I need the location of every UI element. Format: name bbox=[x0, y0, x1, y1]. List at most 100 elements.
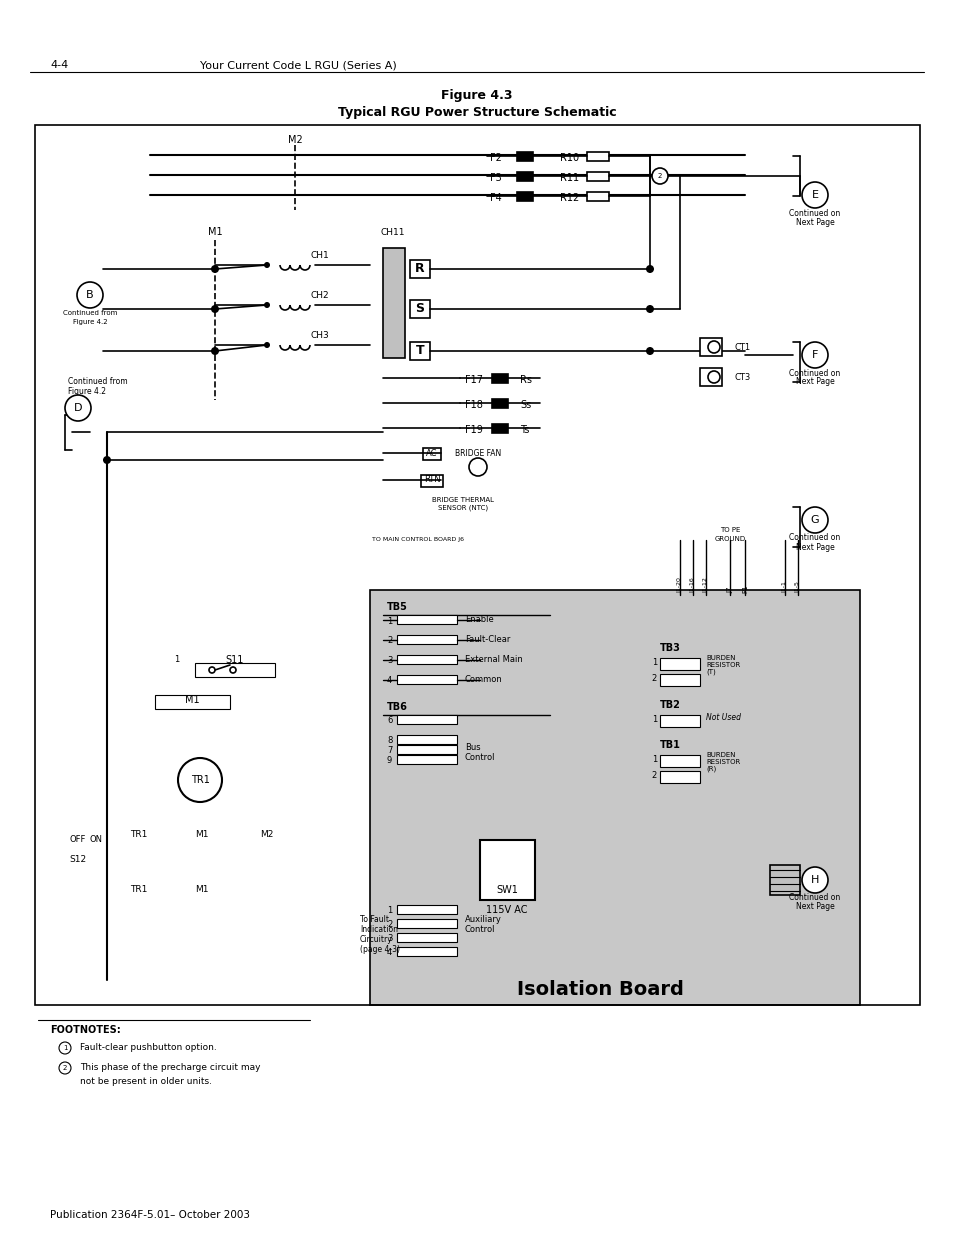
Text: Isolation Board: Isolation Board bbox=[516, 981, 682, 999]
Text: Figure 4.2: Figure 4.2 bbox=[72, 319, 107, 325]
Text: CT1: CT1 bbox=[734, 342, 750, 352]
Bar bbox=[517, 191, 533, 201]
Bar bbox=[700, 338, 721, 356]
Bar bbox=[492, 374, 507, 383]
Text: Continued on: Continued on bbox=[788, 534, 840, 542]
Text: Next Page: Next Page bbox=[795, 903, 834, 911]
Bar bbox=[700, 368, 721, 387]
Bar bbox=[370, 590, 859, 1005]
Text: P1: P1 bbox=[741, 584, 747, 593]
Text: 1: 1 bbox=[387, 906, 392, 915]
Circle shape bbox=[645, 266, 654, 273]
Text: M1: M1 bbox=[194, 830, 209, 840]
Text: TR1: TR1 bbox=[130, 830, 147, 840]
Text: M1: M1 bbox=[194, 885, 209, 894]
Bar bbox=[410, 342, 430, 359]
Bar bbox=[154, 695, 230, 709]
Circle shape bbox=[707, 370, 720, 383]
Text: BURDEN: BURDEN bbox=[705, 752, 735, 758]
Bar bbox=[586, 152, 608, 161]
Text: R11: R11 bbox=[559, 173, 578, 183]
Text: E: E bbox=[811, 190, 818, 200]
Text: CH1: CH1 bbox=[311, 251, 329, 259]
Text: FOOTNOTES:: FOOTNOTES: bbox=[50, 1025, 121, 1035]
Text: 1: 1 bbox=[63, 1045, 67, 1051]
Text: Auxiliary: Auxiliary bbox=[464, 915, 501, 925]
Bar bbox=[420, 475, 442, 487]
Bar bbox=[396, 735, 456, 743]
Circle shape bbox=[230, 667, 235, 673]
Bar bbox=[492, 399, 507, 408]
Text: RESISTOR: RESISTOR bbox=[705, 662, 740, 668]
Text: Fault-Clear: Fault-Clear bbox=[464, 636, 510, 645]
Text: M1: M1 bbox=[208, 227, 222, 237]
Circle shape bbox=[264, 262, 270, 268]
Circle shape bbox=[211, 266, 219, 273]
Text: 3: 3 bbox=[387, 657, 392, 666]
Text: Continued from: Continued from bbox=[63, 310, 117, 316]
Text: Not Used: Not Used bbox=[705, 714, 740, 722]
Text: 7: 7 bbox=[387, 746, 392, 756]
Text: F4: F4 bbox=[490, 193, 501, 203]
Bar bbox=[396, 745, 456, 755]
Bar bbox=[586, 191, 608, 201]
Text: G: G bbox=[810, 515, 819, 525]
Text: BRIDGE FAN: BRIDGE FAN bbox=[455, 448, 500, 457]
Text: RTN: RTN bbox=[423, 475, 440, 484]
Text: Publication 2364F-5.01– October 2003: Publication 2364F-5.01– October 2003 bbox=[50, 1210, 250, 1220]
Text: (T): (T) bbox=[705, 668, 715, 676]
Text: Typical RGU Power Structure Schematic: Typical RGU Power Structure Schematic bbox=[337, 105, 616, 119]
Text: Your Current Code L RGU (Series A): Your Current Code L RGU (Series A) bbox=[200, 61, 396, 70]
Circle shape bbox=[264, 303, 270, 308]
Text: Figure 4.3: Figure 4.3 bbox=[441, 89, 512, 101]
Text: Next Page: Next Page bbox=[795, 217, 834, 226]
Circle shape bbox=[211, 347, 219, 354]
Text: R10: R10 bbox=[559, 153, 578, 163]
Text: OFF: OFF bbox=[70, 836, 87, 845]
Text: Fault-clear pushbutton option.: Fault-clear pushbutton option. bbox=[80, 1044, 216, 1052]
Bar bbox=[396, 905, 456, 914]
Text: GROUND: GROUND bbox=[714, 536, 745, 542]
Text: 4: 4 bbox=[387, 948, 392, 957]
Text: J1-20: J1-20 bbox=[677, 577, 681, 593]
Circle shape bbox=[77, 282, 103, 308]
Circle shape bbox=[65, 395, 91, 421]
Text: 2: 2 bbox=[651, 772, 657, 781]
Text: H: H bbox=[810, 876, 819, 885]
Text: 6: 6 bbox=[387, 716, 392, 725]
Text: Next Page: Next Page bbox=[795, 542, 834, 552]
Text: F: F bbox=[811, 350, 818, 359]
Text: B: B bbox=[86, 290, 93, 300]
Text: 1: 1 bbox=[651, 756, 657, 764]
Bar bbox=[769, 864, 800, 895]
Text: D: D bbox=[73, 403, 82, 412]
Circle shape bbox=[59, 1042, 71, 1053]
Text: Ss: Ss bbox=[519, 400, 531, 410]
Text: BRIDGE THERMAL: BRIDGE THERMAL bbox=[432, 496, 494, 503]
Text: TO PE: TO PE bbox=[720, 527, 740, 534]
Text: M2: M2 bbox=[260, 830, 274, 840]
Text: 2: 2 bbox=[651, 674, 657, 683]
Circle shape bbox=[801, 508, 827, 534]
Text: F2: F2 bbox=[490, 153, 501, 163]
Text: Next Page: Next Page bbox=[795, 378, 834, 387]
Text: S: S bbox=[416, 301, 424, 315]
Text: M2: M2 bbox=[287, 135, 302, 144]
Text: J1-16: J1-16 bbox=[690, 577, 695, 593]
Bar bbox=[410, 300, 430, 317]
Text: TO MAIN CONTROL BOARD J6: TO MAIN CONTROL BOARD J6 bbox=[372, 537, 463, 542]
Bar bbox=[396, 655, 456, 664]
Bar bbox=[396, 947, 456, 956]
Text: Continued from: Continued from bbox=[68, 378, 128, 387]
Bar bbox=[194, 663, 274, 677]
Bar bbox=[659, 755, 700, 767]
Text: RESISTOR: RESISTOR bbox=[705, 760, 740, 764]
Text: 115V AC: 115V AC bbox=[486, 905, 527, 915]
Bar bbox=[586, 172, 608, 182]
Text: R: R bbox=[415, 262, 424, 274]
Text: R12: R12 bbox=[559, 193, 578, 203]
Text: F3: F3 bbox=[490, 173, 501, 183]
Text: BURDEN: BURDEN bbox=[705, 655, 735, 661]
Bar bbox=[517, 172, 533, 182]
Text: ON: ON bbox=[90, 836, 103, 845]
